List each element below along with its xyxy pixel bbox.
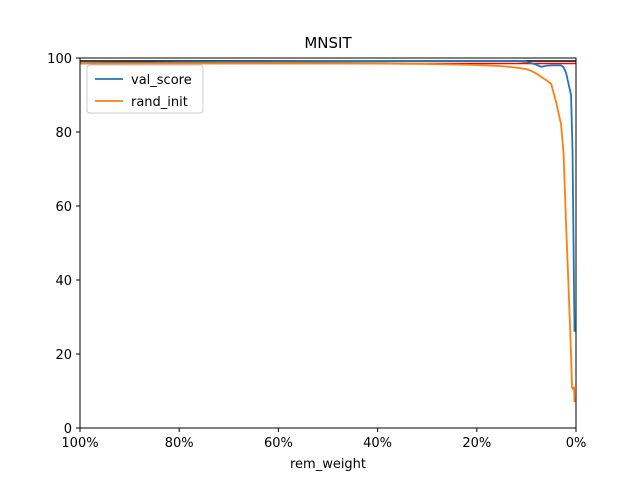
y-tick-label: 40 — [55, 274, 72, 289]
legend-label: val_score — [131, 73, 192, 88]
series-line-val-score — [79, 60, 576, 332]
x-axis: 100% 80% 60% 40% 20% 0% — [61, 428, 586, 451]
legend-label: rand_init — [131, 95, 188, 110]
x-tick-label: 20% — [462, 436, 491, 451]
x-axis-label: rem_weight — [290, 457, 366, 472]
y-axis: 0 20 40 60 80 100 — [47, 52, 80, 437]
plot-frame — [79, 57, 577, 429]
x-tick-label: 40% — [363, 436, 392, 451]
series-line-rand-init — [79, 62, 576, 403]
chart-title: MNSIT — [304, 34, 352, 52]
series-lines — [79, 60, 576, 403]
x-tick-label: 60% — [264, 436, 293, 451]
y-tick-label: 20 — [55, 348, 72, 363]
y-tick-label: 80 — [55, 126, 72, 141]
y-tick-label: 0 — [64, 422, 72, 437]
x-tick-label: 0% — [566, 436, 587, 451]
y-tick-label: 60 — [55, 200, 72, 215]
x-tick-label: 100% — [61, 436, 98, 451]
x-tick-label: 80% — [165, 436, 194, 451]
y-tick-label: 100 — [47, 52, 72, 67]
legend: val_score rand_init — [86, 64, 204, 114]
